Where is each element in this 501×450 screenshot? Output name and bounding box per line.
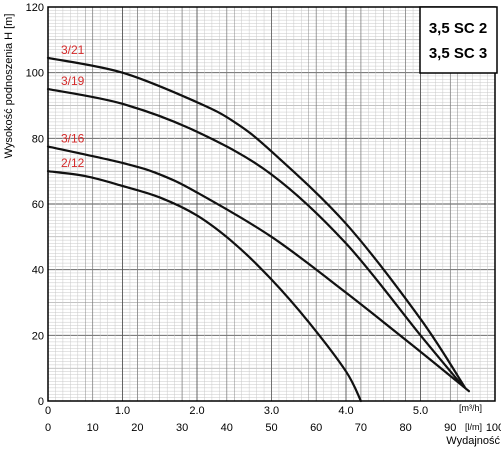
curve-label: 3/21 — [61, 43, 85, 57]
curve-3-16 — [46, 145, 471, 393]
x-tick-label-secondary: 0 — [45, 422, 51, 434]
y-axis-label: Wysokość podnoszenia H [m] — [3, 14, 15, 159]
x-tick-label-primary: 5.0 — [413, 405, 428, 417]
x-tick-label-secondary: 40 — [221, 422, 233, 434]
curve-label: 2/12 — [61, 156, 85, 170]
legend-box-frame — [419, 6, 498, 74]
x-tick-label-secondary: 50 — [265, 422, 277, 434]
x-tick-label-secondary: 60 — [310, 422, 322, 434]
x-tick-label-secondary: 70 — [355, 422, 367, 434]
y-tick-label: 60 — [32, 199, 44, 211]
curve-3-19 — [46, 87, 463, 386]
x-unit-primary: [m³/h] — [459, 403, 482, 413]
x-tick-label-primary: 2.0 — [189, 405, 204, 417]
legend-model-2: 3,5 SC 3 — [429, 45, 487, 62]
y-tick-label: 120 — [26, 2, 44, 14]
curve-2-12 — [46, 170, 362, 403]
x-axis-label: Wydajność — [446, 435, 500, 447]
x-tick-label-secondary: 90 — [444, 422, 456, 434]
x-tick-label-primary: 3.0 — [264, 405, 279, 417]
legend-model-1: 3,5 SC 2 — [429, 20, 487, 37]
curves: 3/21 3/19 3/16 2/12 — [46, 43, 471, 403]
x-tick-label-secondary: 10 — [87, 422, 99, 434]
curve-3-21 — [46, 56, 467, 389]
y-tick-label: 40 — [32, 265, 44, 277]
plot-frame — [47, 6, 496, 402]
axis-tick-labels: 0 20 40 60 80 100 120 0 1.0 2.0 3.0 4.0 5.0 0 10 20 30 40… — [26, 2, 501, 434]
y-tick-label: 100 — [26, 68, 44, 80]
curve-label: 3/16 — [61, 132, 85, 146]
x-tick-label-secondary: 80 — [399, 422, 411, 434]
legend-box: 3,5 SC 2 3,5 SC 3 — [419, 6, 498, 74]
y-tick-label: 80 — [32, 133, 44, 145]
x-tick-label-primary: 1.0 — [115, 405, 130, 417]
x-tick-label-primary: 0 — [45, 405, 51, 417]
x-tick-label-primary: 4.0 — [338, 405, 353, 417]
x-tick-label-secondary: 30 — [176, 422, 188, 434]
curve-label: 3/19 — [61, 74, 85, 88]
x-tick-label-secondary: 20 — [131, 422, 143, 434]
x-unit-secondary: [l/m] — [465, 422, 482, 432]
x-tick-label-secondary: 100 — [486, 422, 501, 434]
y-tick-label: 0 — [38, 396, 44, 408]
y-tick-label: 20 — [32, 330, 44, 342]
